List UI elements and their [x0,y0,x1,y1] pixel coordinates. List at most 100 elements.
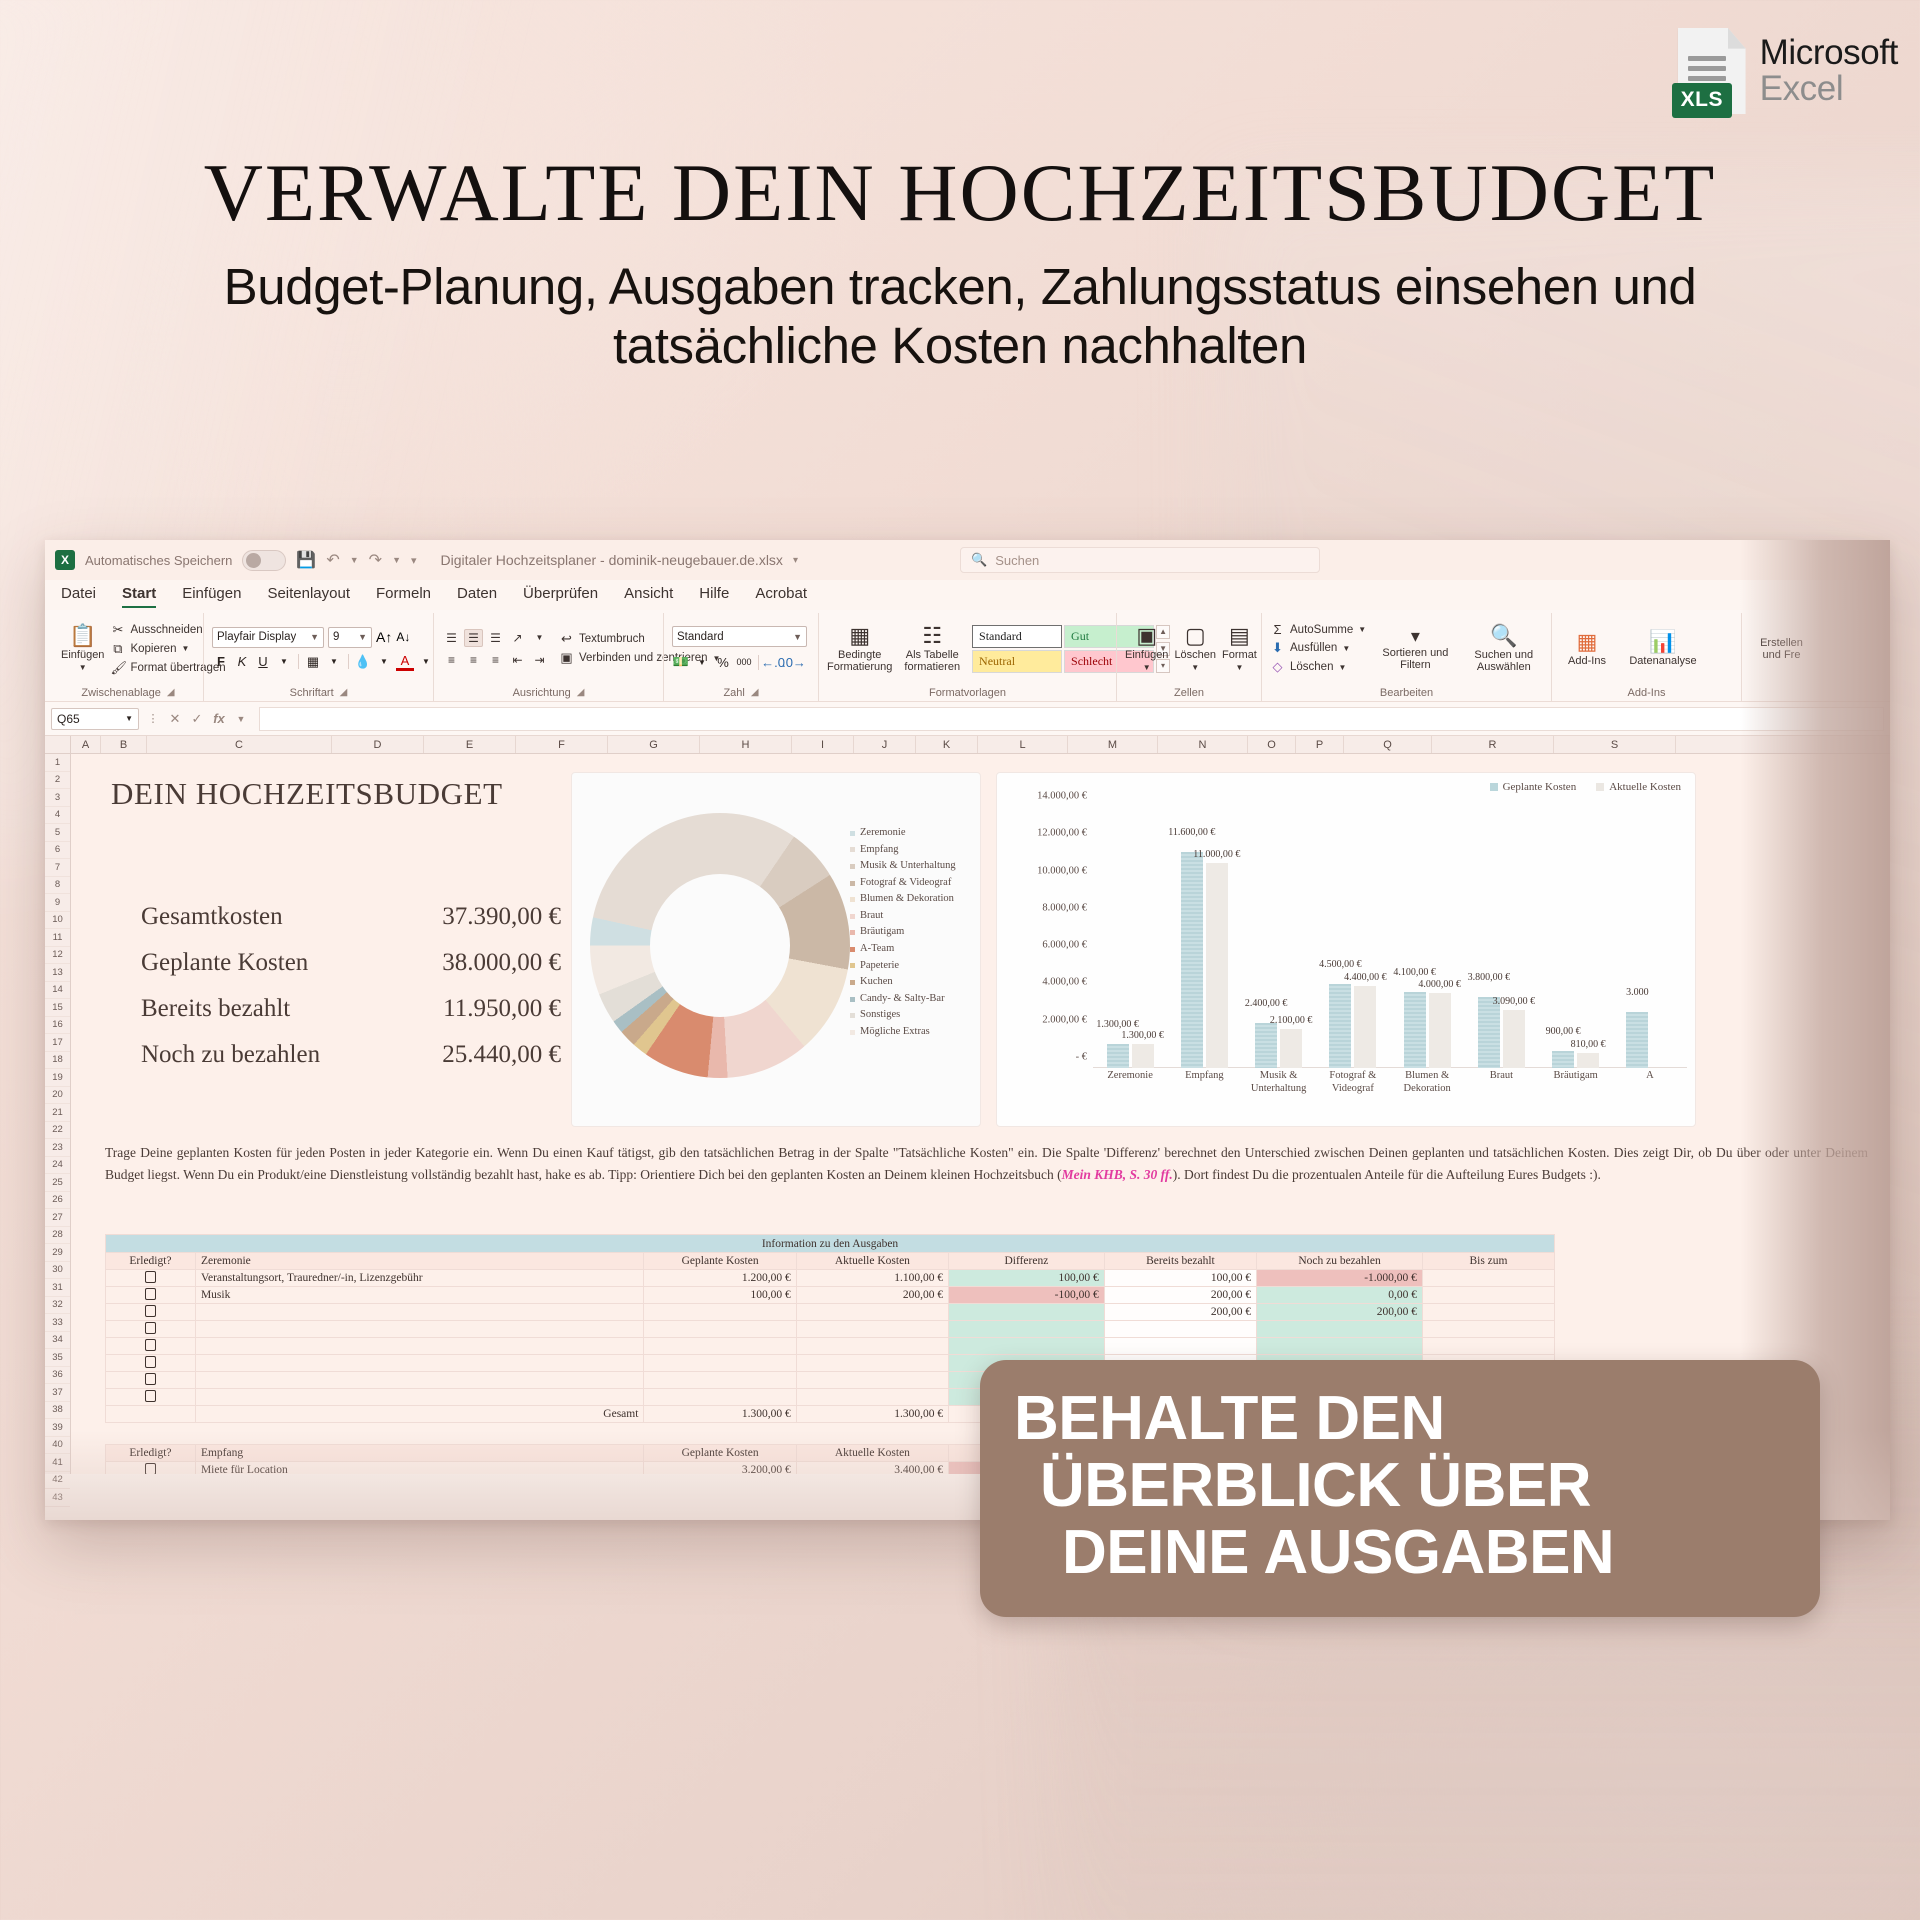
row-header-4[interactable]: 4 [45,807,70,824]
cancel-icon[interactable]: ✕ [169,710,181,726]
row-header-1[interactable]: 1 [45,754,70,772]
tab-seitenlayout[interactable]: Seitenlayout [267,585,350,602]
align-top-icon[interactable]: ☰ [446,630,457,645]
decrease-font-size-icon[interactable]: A↓ [396,630,411,644]
format-as-table-button[interactable]: ☷ Als Tabelle formatieren [904,624,960,673]
sheet-canvas[interactable]: DEIN HOCHZEITSBUDGET Gesamtkosten 37.390… [71,754,1890,1474]
underline-button[interactable]: U [258,654,268,669]
cell-style-schlecht[interactable]: Schlecht [1064,649,1155,673]
select-all-corner[interactable] [45,736,71,753]
row-header-27[interactable]: 27 [45,1209,70,1227]
row-header-11[interactable]: 11 [45,929,70,947]
column-header-i[interactable]: I [792,736,854,753]
redo-dropdown-icon[interactable]: ▼ [392,555,401,565]
column-header-b[interactable]: B [101,736,147,753]
tab-acrobat[interactable]: Acrobat [755,585,808,602]
row-header-6[interactable]: 6 [45,842,70,859]
row-header-41[interactable]: 41 [45,1454,70,1472]
chevron-down-icon[interactable]: ▼ [1235,663,1244,672]
autosave-toggle[interactable] [242,549,287,571]
align-middle-icon[interactable]: ☰ [464,628,483,647]
row-header-9[interactable]: 9 [45,894,70,912]
document-title-dropdown-icon[interactable]: ▾ [792,554,798,566]
column-header-s[interactable]: S [1554,736,1676,753]
row-header-39[interactable]: 39 [45,1419,70,1437]
formula-input[interactable] [259,706,1884,731]
table-cell-due[interactable] [1421,1320,1556,1338]
row-header-7[interactable]: 7 [45,859,70,877]
search-input[interactable]: 🔍 Suchen [960,547,1320,573]
decrease-decimal-icon[interactable]: .0→ [782,654,806,670]
table-cell-item[interactable] [194,1320,645,1338]
align-right-icon[interactable]: ≡ [491,652,499,667]
spreadsheet-grid[interactable]: 1 2 3 4 5 6 7 8 9 10 11 12 13 14 15 16 17 18 19 20 21 22 23 24 2… [45,754,1890,1507]
row-header-2[interactable]: 2 [45,772,70,789]
column-header-l[interactable]: L [978,736,1068,753]
row-header-23[interactable]: 23 [45,1139,70,1157]
chevron-down-icon[interactable]: ▼ [236,713,246,724]
table-cell-planned[interactable] [643,1320,797,1338]
table-cell-item[interactable] [194,1371,645,1389]
undo-dropdown-icon[interactable]: ▼ [349,555,359,565]
table-cell-open[interactable]: -1.000,00 € [1256,1269,1423,1287]
thousands-separator-button[interactable]: 000 [736,657,752,667]
column-header-c[interactable]: C [147,736,332,753]
row-header-38[interactable]: 38 [45,1402,70,1419]
row-header-32[interactable]: 32 [45,1297,70,1314]
checkbox[interactable] [144,1270,156,1283]
column-header-g[interactable]: G [608,736,700,753]
row-header-3[interactable]: 3 [45,789,70,807]
confirm-icon[interactable]: ✓ [191,710,203,726]
checkbox[interactable] [144,1355,156,1368]
table-cell-item[interactable]: Veranstaltungsort, Trauredner/-in, Lizen… [194,1269,645,1287]
table-cell-planned[interactable]: 100,00 € [643,1286,797,1304]
merge-center-button[interactable]: ▣ Verbinden und zentrieren ▼ [559,650,720,666]
column-header-d[interactable]: D [332,736,424,753]
table-cell-actual[interactable] [795,1371,950,1389]
table-cell-planned[interactable] [643,1371,797,1389]
row-header-13[interactable]: 13 [45,964,70,982]
table-cell-paid[interactable] [1103,1320,1258,1338]
align-center-icon[interactable]: ≡ [469,652,477,667]
table-cell-diff[interactable] [948,1320,1105,1338]
table-cell-actual[interactable] [795,1320,950,1338]
number-format-combo[interactable]: Standard ▼ [672,626,807,647]
table-cell-planned[interactable]: 1.200,00 € [643,1269,797,1287]
row-header-33[interactable]: 33 [45,1314,70,1332]
column-header-r[interactable]: R [1432,736,1554,753]
increase-font-size-icon[interactable]: A↑ [376,629,393,645]
chevron-down-icon[interactable]: ▼ [793,631,802,642]
table-cell-item[interactable] [194,1354,645,1372]
orientation-icon[interactable]: ↗ [512,630,523,645]
table-cell-open[interactable]: 200,00 € [1256,1303,1423,1321]
table-cell-due[interactable] [1421,1337,1556,1355]
column-header-j[interactable]: J [854,736,916,753]
borders-icon[interactable]: ▦ [306,653,320,669]
table-cell-actual[interactable]: 200,00 € [795,1286,950,1304]
column-header-q[interactable]: Q [1344,736,1432,753]
row-header-43[interactable]: 43 [45,1489,70,1507]
row-header-8[interactable]: 8 [45,877,70,894]
table-cell-planned[interactable] [643,1388,797,1406]
table-cell-paid[interactable] [1103,1337,1258,1355]
format-painter-button[interactable]: 🖌 Format übertragen [110,660,225,676]
checkbox[interactable] [144,1287,156,1300]
formula-bar-menu-icon[interactable]: ⋮ [147,713,159,725]
table-cell-paid[interactable]: 100,00 € [1103,1269,1258,1287]
row-header-25[interactable]: 25 [45,1174,70,1192]
column-header-o[interactable]: O [1248,736,1296,753]
row-header-29[interactable]: 29 [45,1244,70,1262]
table-cell-due[interactable] [1421,1286,1556,1304]
table-cell-open[interactable]: 0,00 € [1256,1286,1423,1304]
table-cell-open[interactable] [1256,1337,1423,1355]
row-header-35[interactable]: 35 [45,1349,70,1367]
row-header-40[interactable]: 40 [45,1437,70,1454]
styles-scroll-down-icon[interactable]: ▼ [1156,641,1171,656]
addins-button[interactable]: ▦ Add-Ins [1560,630,1614,667]
chevron-down-icon[interactable]: ▼ [1142,663,1151,672]
copy-button[interactable]: ⧉ Kopieren ▼ [110,641,225,657]
autosum-button[interactable]: Σ AutoSumme ▼ [1270,622,1366,637]
format-cells-button[interactable]: ▤ Format ▼ [1222,625,1257,673]
chevron-down-icon[interactable]: ▼ [1342,643,1351,653]
clear-button[interactable]: ◇ Löschen ▼ [1270,659,1366,675]
